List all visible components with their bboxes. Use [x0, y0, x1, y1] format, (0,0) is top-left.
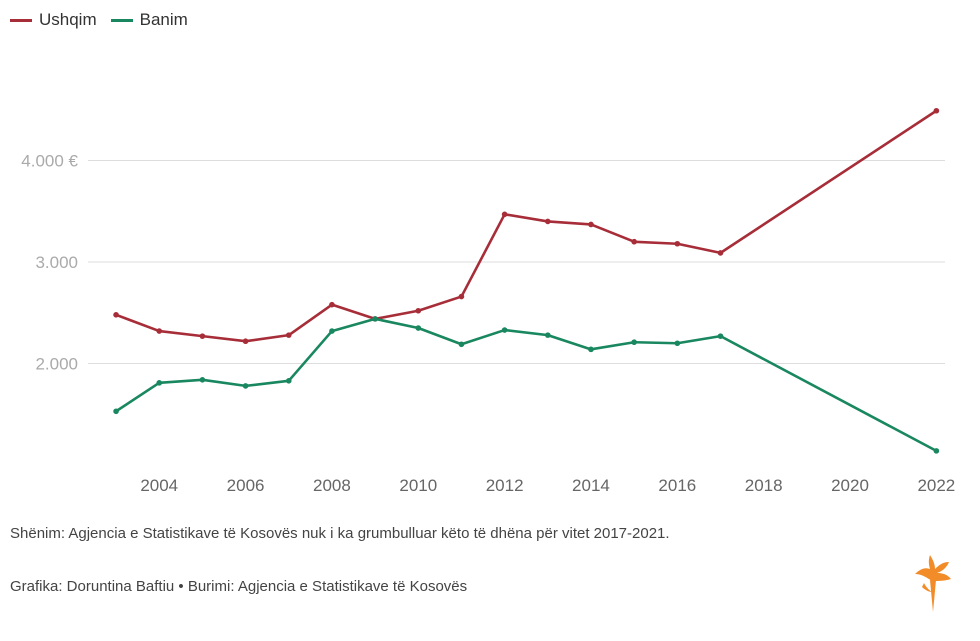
data-point-banim-2013: [545, 332, 551, 338]
torch-handle: [930, 580, 936, 612]
data-point-banim-2011: [458, 341, 465, 348]
data-point-ushqim-2012: [501, 211, 508, 218]
series-points: [113, 107, 940, 454]
x-tick-label: 2010: [399, 476, 437, 495]
y-tick-label: 4.000 €: [21, 152, 78, 171]
data-point-banim-2015: [631, 339, 637, 346]
legend-label-ushqim: Ushqim: [39, 10, 97, 29]
data-point-ushqim-2016: [674, 240, 681, 247]
data-point-ushqim-2011: [458, 293, 465, 300]
y-axis-ticks: 2.000 3.000 4.000 €: [21, 152, 78, 374]
x-tick-label: 2016: [658, 476, 696, 495]
data-point-ushqim-2010: [415, 307, 422, 314]
data-point-ushqim-2022: [933, 107, 940, 114]
data-point-ushqim-2017: [717, 250, 724, 256]
legend-item-ushqim: Ushqim: [10, 10, 97, 30]
data-point-banim-2008: [329, 328, 335, 334]
x-tick-label: 2008: [313, 476, 351, 495]
legend-swatch-banim: [110, 18, 133, 22]
torch-flame-accent: [922, 583, 932, 592]
note-text: Shënim: Agjencia e Statistikave të Kosov…: [10, 525, 670, 542]
data-point-banim-2010: [415, 325, 422, 331]
data-point-ushqim-2013: [545, 218, 551, 225]
data-point-banim-2006: [242, 383, 249, 389]
series-line-banim: [114, 317, 938, 453]
x-tick-label: 2014: [572, 476, 610, 495]
data-point-banim-2017: [717, 333, 724, 339]
legend: Ushqim Banim: [10, 10, 188, 30]
torch-logo-group: [915, 555, 951, 612]
data-point-banim-2004: [156, 380, 163, 386]
data-point-banim-2009: [372, 316, 378, 322]
x-tick-label: 2006: [227, 476, 265, 495]
series-lines: [114, 109, 938, 453]
grid-lines: [88, 160, 945, 365]
data-point-ushqim-2006: [242, 338, 249, 345]
x-tick-label: 2020: [831, 476, 869, 495]
credits-text: Grafika: Doruntina Baftiu • Burimi: Agje…: [10, 578, 468, 595]
rferl-torch-logo-icon: [915, 555, 951, 612]
data-point-banim-2014: [588, 346, 594, 353]
data-point-ushqim-2008: [329, 301, 335, 308]
x-tick-label: 2022: [917, 476, 955, 495]
data-point-ushqim-2005: [199, 333, 206, 339]
data-point-banim-2003: [113, 408, 119, 415]
data-point-banim-2016: [674, 340, 681, 347]
data-point-banim-2007: [285, 378, 292, 384]
series-line-ushqim: [114, 109, 938, 343]
data-point-banim-2012: [501, 327, 508, 333]
legend-swatch-ushqim: [10, 18, 32, 22]
data-point-ushqim-2007: [285, 332, 292, 338]
x-axis-ticks: 2004 2006 2008 2010 2012 2014 2016 2018 2020 2022: [140, 476, 955, 495]
data-point-banim-2022: [933, 448, 940, 454]
data-point-ushqim-2015: [631, 238, 637, 245]
legend-item-banim: Banim: [110, 10, 188, 30]
data-point-ushqim-2004: [156, 328, 163, 334]
x-tick-label: 2012: [486, 476, 524, 495]
y-tick-label: 3.000: [35, 253, 78, 272]
data-point-ushqim-2003: [113, 312, 119, 318]
y-tick-label: 2.000: [35, 355, 78, 374]
x-tick-label: 2004: [140, 476, 178, 495]
data-point-banim-2005: [199, 376, 206, 383]
torch-flame-left: [915, 555, 951, 581]
legend-label-banim: Banim: [139, 10, 188, 29]
data-point-ushqim-2014: [588, 221, 594, 228]
x-tick-label: 2018: [745, 476, 783, 495]
